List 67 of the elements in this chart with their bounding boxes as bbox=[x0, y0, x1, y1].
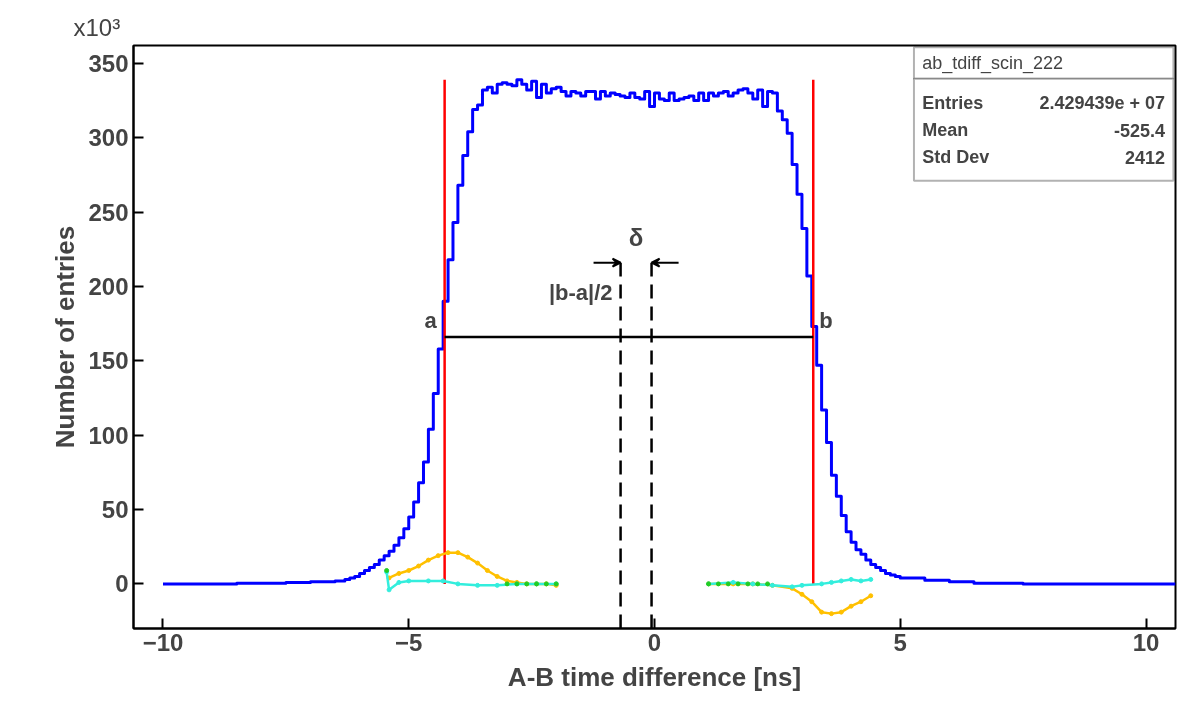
annotation: 2.429439e + 07 bbox=[1039, 92, 1166, 113]
point bbox=[396, 579, 402, 585]
annotation: δ bbox=[628, 223, 644, 251]
point bbox=[745, 581, 751, 587]
point bbox=[799, 582, 805, 588]
point bbox=[848, 603, 854, 609]
annotation: ab_tdiff_scin_222 bbox=[922, 52, 1064, 74]
point bbox=[440, 578, 446, 584]
x-tick-label: 10 bbox=[1132, 628, 1160, 656]
annotation: |b-a|/2 bbox=[548, 279, 613, 305]
point bbox=[484, 568, 490, 573]
point bbox=[868, 576, 874, 582]
point bbox=[465, 554, 471, 560]
x-axis-title: A-B time difference [ns] bbox=[507, 661, 802, 692]
point bbox=[416, 563, 422, 569]
y-tick-label: 100 bbox=[88, 421, 129, 449]
point bbox=[828, 611, 834, 617]
point bbox=[819, 609, 825, 615]
point bbox=[858, 599, 864, 605]
y-tick-label: 300 bbox=[88, 124, 129, 152]
point bbox=[386, 587, 392, 593]
y-tick-label: 50 bbox=[101, 496, 129, 524]
annotation: Mean bbox=[922, 120, 969, 141]
point bbox=[435, 553, 441, 559]
point bbox=[838, 578, 844, 584]
y-tick-label: 350 bbox=[88, 49, 129, 77]
point bbox=[455, 550, 461, 556]
annotation: Entries bbox=[922, 92, 984, 113]
y-tick-label: 150 bbox=[88, 347, 129, 375]
point bbox=[735, 581, 741, 587]
x-tick-label: −10 bbox=[142, 628, 184, 656]
y-axis-title: Number of entries bbox=[50, 225, 81, 449]
x-tick-label: −5 bbox=[395, 628, 423, 656]
point bbox=[494, 573, 500, 579]
annotation: Std Dev bbox=[922, 147, 990, 168]
y-tick-label: 200 bbox=[88, 272, 129, 300]
y-tick-label: 0 bbox=[115, 570, 129, 598]
annotation: 2412 bbox=[1125, 147, 1166, 168]
point bbox=[809, 599, 815, 605]
point bbox=[765, 581, 771, 587]
annotation: a bbox=[424, 308, 438, 333]
point bbox=[715, 581, 721, 587]
point bbox=[494, 582, 500, 588]
point bbox=[406, 568, 412, 573]
point bbox=[838, 609, 844, 615]
point bbox=[445, 550, 451, 556]
point bbox=[475, 582, 481, 588]
point bbox=[425, 578, 431, 584]
point bbox=[725, 581, 731, 587]
annotation: -525.4 bbox=[1114, 120, 1166, 141]
x-tick-label: 0 bbox=[647, 628, 662, 656]
point bbox=[828, 579, 834, 585]
point bbox=[799, 591, 805, 597]
point bbox=[425, 557, 431, 563]
x-tick-label: 5 bbox=[893, 628, 907, 656]
point bbox=[396, 570, 402, 576]
annotation: b bbox=[819, 308, 833, 333]
point bbox=[858, 578, 864, 584]
y-tick-label: 250 bbox=[88, 198, 129, 226]
point bbox=[848, 576, 854, 582]
point bbox=[819, 581, 825, 587]
text: x10³ bbox=[73, 13, 121, 41]
point bbox=[868, 593, 874, 599]
point bbox=[455, 581, 461, 587]
point bbox=[406, 578, 412, 584]
point bbox=[475, 560, 481, 566]
point bbox=[755, 581, 761, 587]
